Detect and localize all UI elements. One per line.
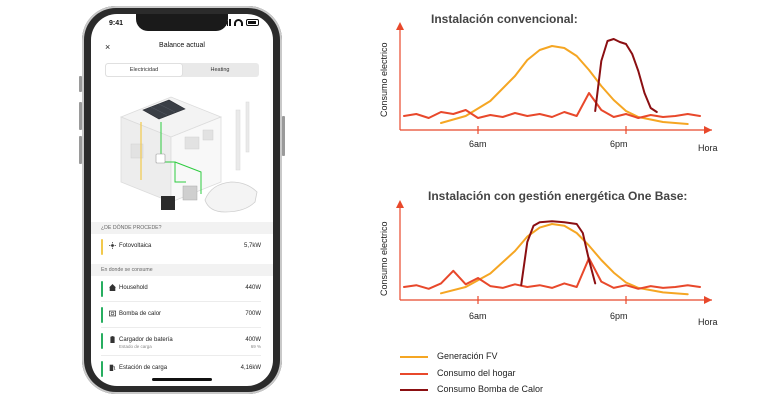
legend-item-consumo-hogar: Consumo del hogar xyxy=(400,367,560,379)
list-item-label: Bomba de calor xyxy=(119,311,162,317)
divider xyxy=(101,301,261,302)
list-item-cargador-de-bateria[interactable]: Cargador de batería 400W Estado de carga… xyxy=(101,330,261,352)
x-axis-arrow xyxy=(704,296,712,304)
heat-pump-icon xyxy=(109,310,116,317)
x-tick-label: 6am xyxy=(469,139,487,149)
page-title: Balance actual xyxy=(159,42,205,49)
legend-label: Consumo del hogar xyxy=(437,368,516,378)
x-tick-label: 6pm xyxy=(610,139,628,149)
legend-label: Consumo Bomba de Calor xyxy=(437,384,544,394)
battery-icon xyxy=(110,336,115,343)
legend-item-generacion-fv: Generación FV xyxy=(400,350,560,362)
consumer-color-bar xyxy=(101,333,103,349)
volume-down-button xyxy=(79,136,82,164)
chart-title: Instalación con gestión energética One B… xyxy=(428,189,688,203)
legend-swatch xyxy=(400,389,428,391)
y-axis-arrow xyxy=(396,22,404,30)
series-line-consumo-del-hogar xyxy=(403,257,701,290)
status-time: 9:41 xyxy=(109,20,124,27)
list-item-fotovoltaica[interactable]: Fotovoltaica 5,7kW xyxy=(101,236,261,258)
list-item-label: Fotovoltaica xyxy=(119,243,152,249)
list-item-value: 440W xyxy=(245,285,261,291)
list-item-label: Household xyxy=(119,285,148,291)
section-source: ¿DE DÓNDE PROCEDE? xyxy=(91,222,273,234)
list-item-value: 4,16kW xyxy=(240,365,261,371)
list-item-bomba-de-calor[interactable]: Bomba de calor 700W xyxy=(101,304,261,326)
y-axis-arrow xyxy=(396,200,404,208)
section-consumption: En donde se consume xyxy=(91,264,273,276)
chart-title: Instalación convencional: xyxy=(431,12,578,26)
series-line-consumo-del-hogar xyxy=(403,92,701,119)
divider xyxy=(101,355,261,356)
tab-heating[interactable]: Heating xyxy=(210,67,230,73)
house-drawing-icon xyxy=(119,96,258,213)
x-axis-label: Hora xyxy=(698,317,718,327)
consumer-color-bar xyxy=(101,281,103,297)
list-item-label: Cargador de batería xyxy=(119,337,173,343)
list-item-label: Estación de carga xyxy=(119,365,168,371)
battery-status-icon xyxy=(246,19,259,26)
app-header: × Balance actual xyxy=(91,40,273,56)
consumer-color-bar xyxy=(101,361,103,377)
solar-icon xyxy=(109,242,116,249)
tab-switcher: Electricidad Heating xyxy=(105,63,259,77)
divider xyxy=(101,327,261,328)
list-item-household[interactable]: Household 440W xyxy=(101,278,261,300)
x-tick-label: 6am xyxy=(469,311,487,321)
close-icon[interactable]: × xyxy=(105,42,111,52)
power-button xyxy=(282,116,285,156)
series-line-consumo-bomba-de-calor xyxy=(594,38,658,113)
wifi-icon xyxy=(234,19,243,26)
x-tick-label: 6pm xyxy=(610,311,628,321)
source-color-bar xyxy=(101,239,103,255)
x-axis-arrow xyxy=(704,126,712,134)
mute-switch xyxy=(79,76,82,92)
house-illustration xyxy=(119,96,258,213)
list-item-value: 700W xyxy=(245,311,261,317)
legend-swatch xyxy=(400,373,428,375)
home-indicator xyxy=(152,378,212,381)
x-axis-label: Hora xyxy=(698,143,718,153)
list-item-sublabel: Estado de carga xyxy=(119,344,152,349)
phone-mockup: 9:41 × Balance actual Electricidad Heati… xyxy=(79,6,285,394)
legend-swatch xyxy=(400,356,428,358)
series-line-generaci-n-fv xyxy=(440,223,689,296)
legend-item-consumo-bomba: Consumo Bomba de Calor xyxy=(400,383,560,395)
series-line-generaci-n-fv xyxy=(440,45,689,125)
consumer-color-bar xyxy=(101,307,103,323)
phone-screen: 9:41 × Balance actual Electricidad Heati… xyxy=(91,14,273,386)
tab-electricidad[interactable]: Electricidad xyxy=(106,64,182,76)
house-icon xyxy=(109,284,116,291)
y-axis-label: Consumo electrico xyxy=(379,221,389,296)
list-item-subvalue: 69 % xyxy=(250,344,261,349)
legend-label: Generación FV xyxy=(437,351,498,361)
list-item-estacion-de-carga[interactable]: Estación de carga 4,16kW xyxy=(101,358,261,380)
ev-charger-icon xyxy=(109,364,116,371)
series-line-consumo-bomba-de-calor xyxy=(520,220,597,287)
list-item-value: 400W xyxy=(245,337,261,343)
phone-notch xyxy=(136,14,228,31)
list-item-value: 5,7kW xyxy=(243,243,261,249)
volume-up-button xyxy=(79,102,82,130)
